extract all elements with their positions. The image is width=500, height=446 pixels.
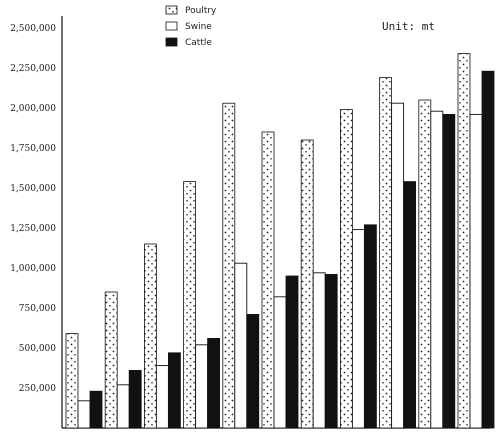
y-tick-label: 1,750,000 bbox=[10, 144, 56, 154]
y-tick-label: 1,000,000 bbox=[10, 264, 56, 274]
bar-cattle bbox=[167, 352, 181, 429]
legend-label-cattle: Cattle bbox=[185, 38, 212, 48]
bar-swine bbox=[312, 272, 326, 429]
legend: Poultry Swine Cattle bbox=[165, 5, 217, 48]
bars bbox=[65, 53, 495, 429]
y-tick-label: 500,000 bbox=[19, 344, 56, 354]
bar-swine bbox=[391, 102, 405, 429]
bar-cattle bbox=[285, 275, 299, 429]
bar-poultry bbox=[418, 99, 432, 429]
bar-swine bbox=[469, 113, 483, 429]
bar-swine bbox=[77, 400, 91, 429]
bar-swine bbox=[155, 365, 169, 429]
bar-poultry bbox=[143, 243, 157, 429]
bar-cattle bbox=[481, 70, 495, 429]
bar-poultry bbox=[379, 77, 393, 429]
legend-swatch-swine bbox=[165, 21, 178, 31]
y-tick-labels: 250,000 500,000 750,000 1,000,000 1,250,000 1… bbox=[10, 24, 56, 394]
bar-swine bbox=[351, 229, 365, 429]
bar-poultry bbox=[261, 131, 275, 429]
bar-swine bbox=[195, 344, 209, 429]
y-tick-label: 250,000 bbox=[19, 384, 56, 394]
bar-poultry bbox=[104, 291, 118, 429]
y-tick-label: 1,250,000 bbox=[10, 224, 56, 234]
bar-cattle bbox=[246, 313, 260, 429]
unit-label: Unit: mt bbox=[382, 20, 435, 33]
bar-poultry bbox=[300, 139, 314, 429]
bar-poultry bbox=[222, 102, 236, 429]
bar-cattle bbox=[442, 114, 456, 429]
bar-cattle bbox=[89, 390, 103, 429]
bar-cattle bbox=[207, 337, 221, 429]
y-tick-label: 1,500,000 bbox=[10, 184, 56, 194]
bar-cattle bbox=[403, 181, 417, 429]
bar-poultry bbox=[339, 109, 353, 429]
bar-poultry bbox=[183, 181, 197, 429]
y-tick-label: 2,250,000 bbox=[10, 64, 56, 74]
bar-swine bbox=[430, 110, 444, 429]
bar-poultry bbox=[65, 333, 79, 429]
y-tick-label: 750,000 bbox=[19, 304, 56, 314]
legend-swatch-poultry bbox=[165, 5, 178, 15]
bar-cattle bbox=[324, 273, 338, 429]
legend-label-swine: Swine bbox=[185, 22, 212, 32]
legend-swatch-cattle bbox=[165, 37, 178, 47]
bar-cattle bbox=[363, 224, 377, 429]
y-tick-label: 2,000,000 bbox=[10, 104, 56, 114]
bar-swine bbox=[234, 262, 248, 429]
y-tick-label: 2,500,000 bbox=[10, 24, 56, 34]
legend-label-poultry: Poultry bbox=[185, 6, 217, 16]
bar-cattle bbox=[128, 369, 142, 429]
bar-poultry bbox=[457, 53, 471, 429]
bar-swine bbox=[273, 296, 287, 429]
bar-swine bbox=[116, 384, 130, 429]
